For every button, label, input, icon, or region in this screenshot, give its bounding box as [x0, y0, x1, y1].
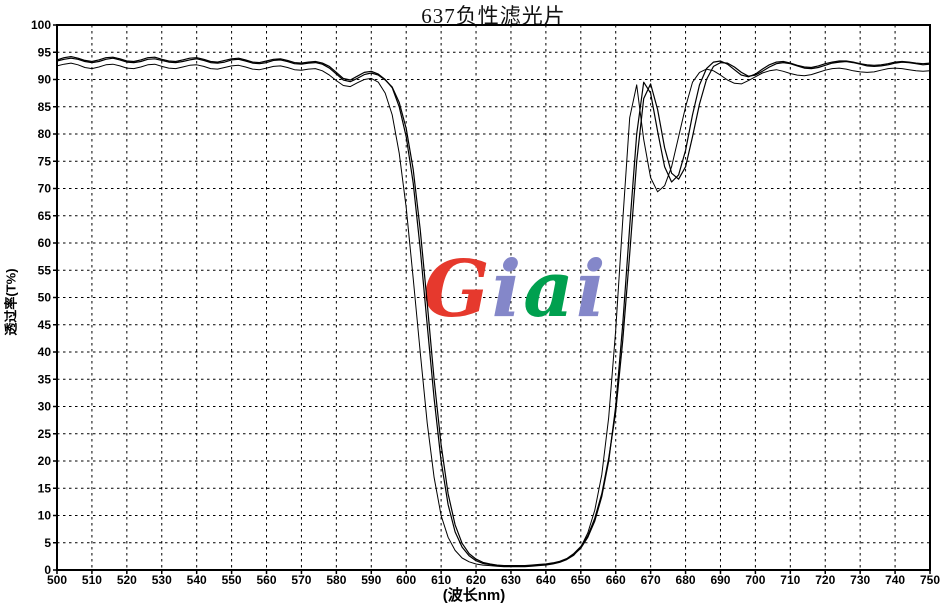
- x-axis-label: (波长nm): [442, 587, 506, 604]
- y-tick-label: 90: [38, 73, 52, 87]
- x-tick-label: 590: [361, 573, 381, 587]
- y-tick-label: 60: [38, 236, 52, 250]
- y-tick-label: 65: [38, 209, 52, 223]
- y-tick-label: 95: [38, 45, 52, 59]
- x-tick-label: 500: [47, 573, 67, 587]
- x-tick-label: 710: [780, 573, 800, 587]
- y-tick-label: 25: [38, 427, 52, 441]
- x-tick-label: 650: [571, 573, 591, 587]
- x-tick-label: 740: [885, 573, 905, 587]
- x-tick-label: 720: [815, 573, 835, 587]
- y-tick-label: 70: [38, 182, 52, 196]
- y-tick-label: 75: [38, 154, 52, 168]
- x-tick-label: 620: [466, 573, 486, 587]
- transmission-curve-2: [56, 57, 931, 567]
- x-tick-label: 550: [222, 573, 242, 587]
- watermark-letter: G: [423, 244, 492, 335]
- x-tick-label: 600: [396, 573, 416, 587]
- x-tick-label: 640: [536, 573, 556, 587]
- x-tick-label: 660: [606, 573, 626, 587]
- watermark-letter: i: [492, 244, 524, 335]
- x-tick-label: 680: [676, 573, 696, 587]
- y-tick-label: 80: [38, 127, 52, 141]
- x-tick-label: 700: [745, 573, 765, 587]
- y-tick-label: 40: [38, 345, 52, 359]
- watermark-letter: i: [576, 244, 608, 335]
- x-tick-label: 730: [850, 573, 870, 587]
- y-tick-label: 100: [31, 18, 51, 32]
- watermark-letter: a: [523, 244, 576, 335]
- x-tick-label: 540: [187, 573, 207, 587]
- transmission-curve-3: [56, 62, 931, 568]
- giai-logo-watermark: Giai: [423, 244, 607, 335]
- x-tick-label: 520: [117, 573, 137, 587]
- y-tick-label: 20: [38, 454, 52, 468]
- x-tick-label: 670: [641, 573, 661, 587]
- y-tick-label: 5: [44, 536, 51, 550]
- x-tick-label: 530: [152, 573, 172, 587]
- x-tick-label: 690: [710, 573, 730, 587]
- y-tick-label: 15: [38, 481, 52, 495]
- y-tick-label: 30: [38, 400, 52, 414]
- y-tick-label: 55: [38, 263, 52, 277]
- y-tick-label: 10: [38, 509, 52, 523]
- x-tick-label: 630: [501, 573, 521, 587]
- y-tick-label: 50: [38, 291, 52, 305]
- x-tick-label: 580: [326, 573, 346, 587]
- x-tick-label: 510: [82, 573, 102, 587]
- x-tick-label: 570: [291, 573, 311, 587]
- plot-border: [56, 24, 931, 571]
- y-tick-label: 0: [44, 563, 51, 577]
- x-tick-label: 610: [431, 573, 451, 587]
- x-tick-label: 750: [920, 573, 940, 587]
- y-tick-label: 85: [38, 100, 52, 114]
- y-tick-label: 35: [38, 372, 52, 386]
- x-tick-label: 560: [257, 573, 277, 587]
- y-tick-label: 45: [38, 318, 52, 332]
